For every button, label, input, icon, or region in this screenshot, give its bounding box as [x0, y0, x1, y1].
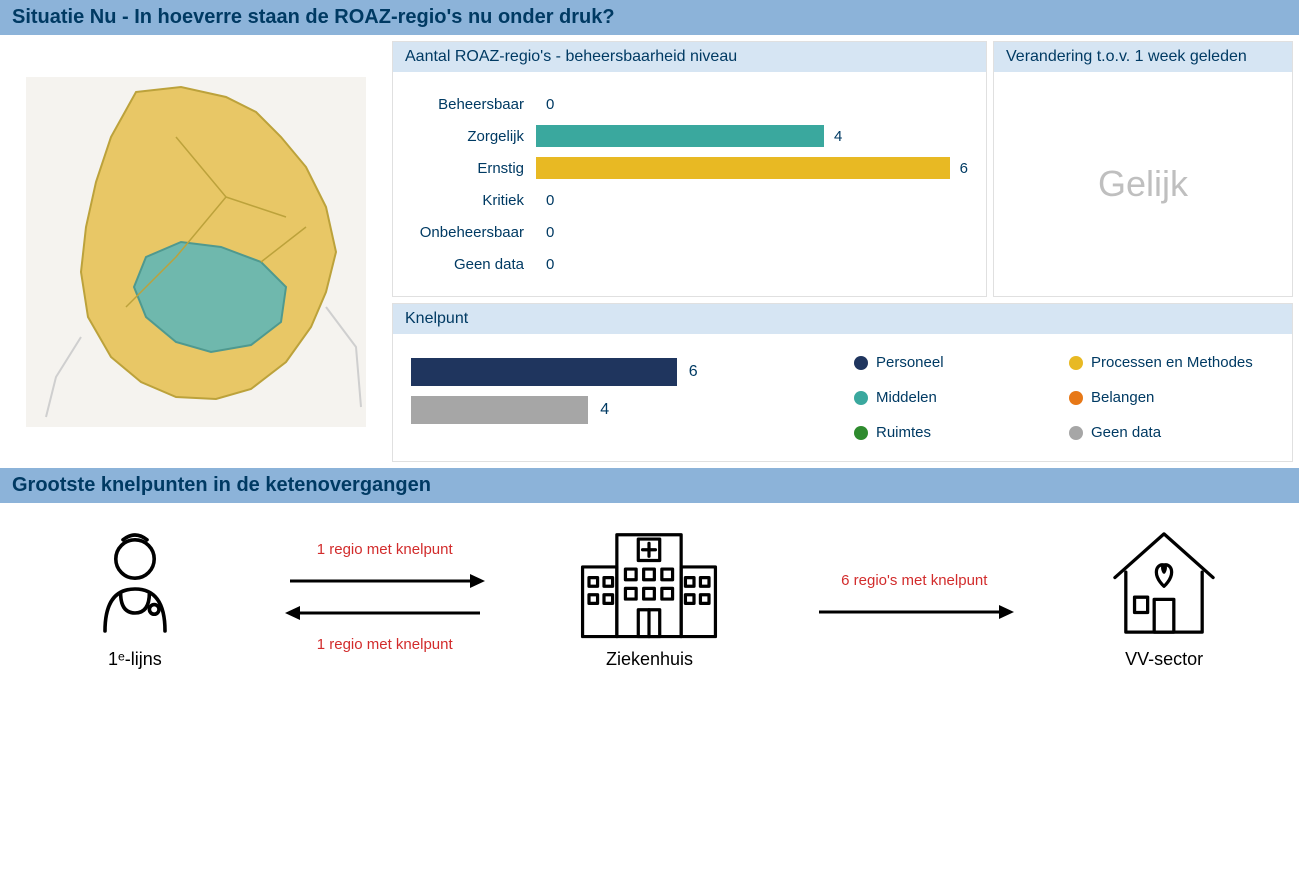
change-title: Verandering t.o.v. 1 week geleden: [994, 42, 1292, 72]
legend-label: Personeel: [876, 354, 944, 371]
hbar-row: Onbeheersbaar 0: [411, 218, 968, 246]
flow-node-vvsector: VV-sector: [1104, 523, 1224, 670]
legend-label: Belangen: [1091, 389, 1154, 406]
change-panel: Verandering t.o.v. 1 week geleden Gelijk: [993, 41, 1293, 297]
hbar-fill: [536, 157, 950, 179]
arrow-right-icon: [285, 570, 485, 592]
arrow1-bottom-label: 1 regio met knelpunt: [317, 636, 453, 653]
hbar-track: 6: [536, 157, 968, 179]
flow-node1-label: 1ᵉ-lijns: [108, 649, 162, 670]
legend-item: Personeel: [854, 354, 1059, 371]
beheers-title: Aantal ROAZ-regio's - beheersbaarheid ni…: [393, 42, 986, 72]
flow-arrows-2: 6 regio's met knelpunt: [814, 570, 1014, 623]
legend-item: Middelen: [854, 389, 1059, 406]
legend-item: Processen en Methodes: [1069, 354, 1274, 371]
change-value: Gelijk: [994, 72, 1292, 296]
hbar-row: Ernstig 6: [411, 154, 968, 182]
flow-arrows-1: 1 regio met knelpunt 1 regio met knelpun…: [285, 539, 485, 655]
section2-header: Grootste knelpunten in de ketenovergange…: [0, 468, 1299, 503]
map-panel: [6, 41, 386, 462]
hbar-value: 4: [834, 128, 842, 145]
flow-diagram: 1ᵉ-lijns 1 regio met knelpunt 1 regio me…: [0, 503, 1299, 700]
flow-node2-label: Ziekenhuis: [606, 649, 693, 670]
hospital-icon: [574, 523, 724, 643]
beheers-panel: Aantal ROAZ-regio's - beheersbaarheid ni…: [392, 41, 987, 297]
legend-item: Geen data: [1069, 424, 1274, 441]
hbar-label: Kritiek: [411, 192, 536, 209]
hbar-row: Geen data 0: [411, 250, 968, 278]
legend-dot: [1069, 356, 1083, 370]
knelpunt-legend: Personeel Processen en Methodes Middelen Be…: [854, 348, 1274, 441]
hbar-fill: [536, 125, 824, 147]
legend-dot: [854, 356, 868, 370]
arrow1-top-label: 1 regio met knelpunt: [317, 541, 453, 558]
hbar-label: Geen data: [411, 256, 536, 273]
hbar-value: 0: [546, 256, 554, 273]
hbar-row: Beheersbaar 0: [411, 90, 968, 118]
care-home-icon: [1104, 523, 1224, 643]
hbar-value: 6: [960, 160, 968, 177]
hbar-label: Zorgelijk: [411, 128, 536, 145]
hbar-track: 0: [536, 253, 968, 275]
hbar-value: 0: [546, 192, 554, 209]
nurse-icon: [75, 523, 195, 643]
arrow-left-icon: [285, 602, 485, 624]
hbar-label: Ernstig: [411, 160, 536, 177]
knel-bar-fill: [411, 358, 677, 386]
arrow2-label: 6 regio's met knelpunt: [841, 572, 987, 589]
hbar-track: 0: [536, 221, 968, 243]
knel-bar-row: 6: [411, 358, 854, 386]
hbar-track: 0: [536, 189, 968, 211]
hbar-track: 4: [536, 125, 968, 147]
beheers-chart: Beheersbaar0Zorgelijk4Ernstig6Kritiek0On…: [393, 72, 986, 296]
hbar-label: Onbeheersbaar: [411, 224, 536, 241]
hbar-row: Zorgelijk 4: [411, 122, 968, 150]
legend-dot: [854, 426, 868, 440]
legend-label: Geen data: [1091, 424, 1161, 441]
hbar-track: 0: [536, 93, 968, 115]
legend-dot: [854, 391, 868, 405]
legend-dot: [1069, 391, 1083, 405]
legend-dot: [1069, 426, 1083, 440]
knelpunt-bars: 64: [411, 348, 854, 441]
knel-bar-value: 6: [689, 363, 698, 381]
flow-node3-label: VV-sector: [1125, 649, 1203, 670]
knel-bar-fill: [411, 396, 588, 424]
arrow-right-icon: [814, 601, 1014, 623]
legend-label: Ruimtes: [876, 424, 931, 441]
netherlands-map: [26, 77, 366, 427]
knel-bar-row: 4: [411, 396, 854, 424]
hbar-label: Beheersbaar: [411, 96, 536, 113]
top-grid: Aantal ROAZ-regio's - beheersbaarheid ni…: [0, 35, 1299, 462]
flow-node-ziekenhuis: Ziekenhuis: [574, 523, 724, 670]
legend-label: Processen en Methodes: [1091, 354, 1253, 371]
knel-bar-value: 4: [600, 401, 609, 419]
knelpunt-title: Knelpunt: [393, 304, 1292, 334]
legend-label: Middelen: [876, 389, 937, 406]
hbar-row: Kritiek 0: [411, 186, 968, 214]
hbar-value: 0: [546, 224, 554, 241]
hbar-value: 0: [546, 96, 554, 113]
section1-header: Situatie Nu - In hoeverre staan de ROAZ-…: [0, 0, 1299, 35]
knelpunt-panel: Knelpunt 64 PersoneelProcessen en Method…: [392, 303, 1293, 462]
flow-node-1elijns: 1ᵉ-lijns: [75, 523, 195, 670]
legend-item: Belangen: [1069, 389, 1274, 406]
legend-item: Ruimtes: [854, 424, 1059, 441]
